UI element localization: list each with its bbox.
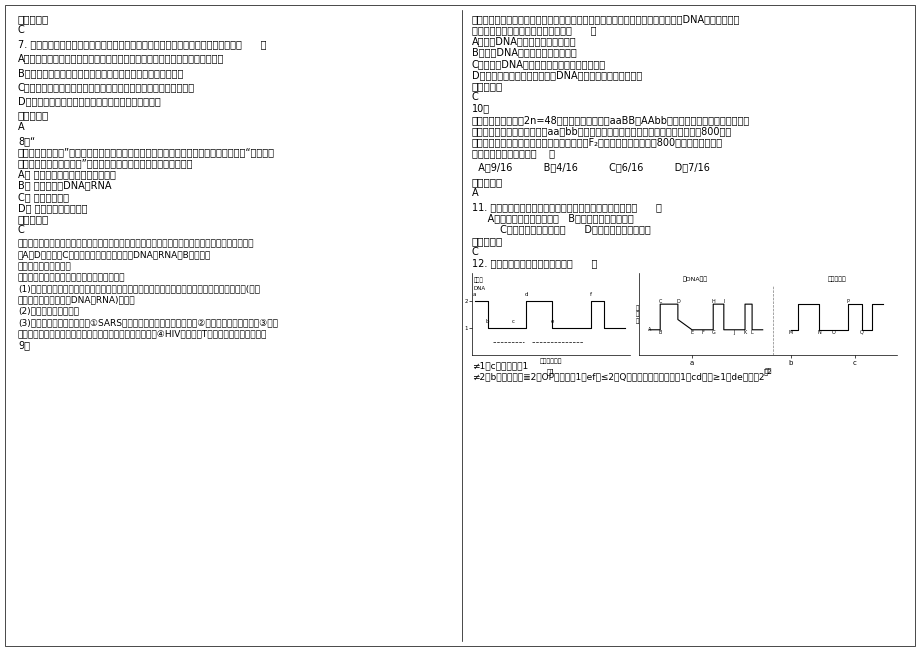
Text: H: H	[710, 299, 714, 304]
Text: E: E	[689, 330, 693, 335]
Text: P: P	[845, 299, 848, 304]
Text: K: K	[743, 330, 746, 335]
Text: 河南蕾虫叮和事件”的元凶或被锁定为一种新型的布尼亚病毒，卫生部正在组织专家制订“人感染新: 河南蕾虫叮和事件”的元凶或被锁定为一种新型的布尼亚病毒，卫生部正在组织专家制订“…	[18, 147, 275, 157]
Text: C、大豆种子蛋白质含量多，是进行蛋白质鉴定的理想植物组织材料: C、大豆种子蛋白质含量多，是进行蛋白质鉴定的理想植物组织材料	[18, 82, 195, 92]
X-axis label: 细胞分裂时期: 细胞分裂时期	[539, 358, 562, 364]
Text: c: c	[511, 319, 515, 324]
Text: 参考答案：: 参考答案：	[18, 214, 50, 224]
Text: a: a	[472, 292, 476, 297]
Text: 参考答案：: 参考答案：	[471, 177, 503, 187]
Text: 染色体: 染色体	[472, 277, 482, 283]
Text: (1)病毒不具有细胞结构，没有细胞壁、细胞膜、细胞质、细胞核等结构，主要由蛋白质和核酸(每种: (1)病毒不具有细胞结构，没有细胞壁、细胞膜、细胞质、细胞核等结构，主要由蛋白质…	[18, 284, 260, 294]
Text: 参考答案：: 参考答案：	[18, 14, 50, 24]
Text: 型布尼亚病毒病诊疗方案”，下列有关布尼亚病毒的说法，正确的是: 型布尼亚病毒病诊疗方案”，下列有关布尼亚病毒的说法，正确的是	[18, 158, 193, 168]
Text: A．具有合成蛋白质的能力   B．具有合成脂肪的能力: A．具有合成蛋白质的能力 B．具有合成脂肪的能力	[471, 214, 633, 223]
Text: J: J	[732, 330, 734, 335]
Text: 11. 植物细胞壁的形成与高尔基体有关，这说明了高尔基体（      ）: 11. 植物细胞壁的形成与高尔基体有关，这说明了高尔基体（ ）	[471, 202, 661, 212]
X-axis label: 时期: 时期	[764, 368, 771, 374]
Text: C、 为非细胞生物: C、 为非细胞生物	[18, 192, 69, 202]
Text: 10．: 10．	[471, 104, 490, 114]
Text: 7. 在生物组织的可溶性还原糖、脂肪、蛋白质的鉴定实验中，对材料选择错误的是（      ）: 7. 在生物组织的可溶性还原糖、脂肪、蛋白质的鉴定实验中，对材料选择错误的是（ …	[18, 40, 267, 49]
Text: (2)常见病毒的遗传物质: (2)常见病毒的遗传物质	[18, 307, 79, 316]
Text: ≠2中b为有丝分裂≣2中OP段位于图1中ef段≤2中Q点后所对应的时期在图1中cd段上≥1中de段与图2: ≠2中b为有丝分裂≣2中OP段位于图1中ef段≤2中Q点后所对应的时期在图1中c…	[471, 372, 764, 381]
Text: 故A、D项错误，C项正确；病毒的遗传物质为DNA或RNA，B项错误。: 故A、D项错误，C项正确；病毒的遗传物质为DNA或RNA，B项错误。	[18, 251, 211, 260]
Text: 12. 下列有关曲线分析正确的几项（      ）: 12. 下列有关曲线分析正确的几项（ ）	[471, 258, 596, 268]
Text: 灰质病毒破坏脊髓灰质前角的运动神经元，导致小儿麻痹；④HIV破坏人的T细胞，使人丧失免疫力。: 灰质病毒破坏脊髓灰质前角的运动神经元，导致小儿麻痹；④HIV破坏人的T细胞，使人…	[18, 329, 267, 339]
Text: (3)病毒破坏细胞类型举例：①SARS病毒破坏人的肺部等处的细胞；②乙胝病毒破坏肝细胞；③脊髓: (3)病毒破坏细胞类型举例：①SARS病毒破坏人的肺部等处的细胞；②乙胝病毒破坏…	[18, 318, 278, 327]
Text: M: M	[788, 330, 792, 335]
Text: B: B	[658, 330, 661, 335]
Text: 图1: 图1	[546, 368, 555, 375]
Text: 参考答案：: 参考答案：	[471, 236, 503, 246]
Text: A、重组DNA片段，研究其表型效应: A、重组DNA片段，研究其表型效应	[471, 36, 576, 46]
Text: 病毒为非细胞生物，没有细胞结构，即没有成形的细胞核和核糖体，也没有细胞壁和细胞膜等结构，: 病毒为非细胞生物，没有细胞结构，即没有成形的细胞核和核糖体，也没有细胞壁和细胞膜…	[18, 240, 255, 249]
Text: 参考答案：: 参考答案：	[471, 81, 503, 91]
Text: A、 没有成形的细胞核，但有核糖体: A、 没有成形的细胞核，但有核糖体	[18, 169, 116, 180]
Text: C: C	[18, 25, 25, 35]
Text: f: f	[589, 292, 592, 297]
Text: d: d	[524, 292, 528, 297]
Text: G: G	[710, 330, 714, 335]
Y-axis label: 相
对
量: 相 对 量	[635, 305, 639, 324]
Text: A: A	[18, 122, 25, 132]
Text: 斯时都不能生长。两个烟草品种的杂交产生的F₂代中，在光照强度大于800勒克斯时能够生长: 斯时都不能生长。两个烟草品种的杂交产生的F₂代中，在光照强度大于800勒克斯时能…	[471, 137, 722, 147]
Text: A．9/16          B．4/16          C．6/16          D．7/16: A．9/16 B．4/16 C．6/16 D．7/16	[471, 163, 709, 173]
Text: 这两个实验在设计思路上的共同点是（      ）: 这两个实验在设计思路上的共同点是（ ）	[471, 25, 596, 35]
Text: 色体上，由于隐性纯合基因（aa或bb）作用的结果，这两个烟草品种在光照强度大于800勒克: 色体上，由于隐性纯合基因（aa或bb）作用的结果，这两个烟草品种在光照强度大于8…	[471, 126, 732, 136]
Text: I: I	[722, 299, 724, 304]
Text: 的个体，占全部子代的（    ）: 的个体，占全部子代的（ ）	[471, 148, 554, 158]
Text: D: D	[675, 299, 679, 304]
Text: C、设法把DNA与蛋白质分开，研究各自的效应: C、设法把DNA与蛋白质分开，研究各自的效应	[471, 59, 606, 69]
Text: B、诱发DNA突变，研究其表型效应: B、诱发DNA突变，研究其表型效应	[471, 48, 576, 57]
Text: ≠1中c对应的值是1: ≠1中c对应的值是1	[471, 361, 528, 370]
Text: N: N	[816, 330, 821, 335]
Text: C: C	[658, 299, 661, 304]
Text: 相DNA含量: 相DNA含量	[682, 277, 708, 282]
Text: e: e	[550, 319, 553, 324]
Text: 9．: 9．	[18, 340, 30, 350]
Text: DNA: DNA	[472, 286, 485, 291]
Text: C: C	[471, 92, 478, 102]
Text: 病毒的核酸只有一种，DNA或RNA)构成。: 病毒的核酸只有一种，DNA或RNA)构成。	[18, 296, 135, 305]
Text: D、鸡蛋清含蛋白质多，是进行蛋白质鉴定的动物材料: D、鸡蛋清含蛋白质多，是进行蛋白质鉴定的动物材料	[18, 96, 161, 106]
Text: C．具有合成多糖的能力      D．具有合成核酸的能力: C．具有合成多糖的能力 D．具有合成核酸的能力	[471, 225, 650, 234]
Text: 染色体数目: 染色体数目	[827, 277, 845, 282]
Text: C: C	[18, 225, 25, 236]
Text: 图2: 图2	[763, 368, 771, 375]
Text: Q: Q	[859, 330, 863, 335]
Text: 【考点定位】走近细胞: 【考点定位】走近细胞	[18, 262, 72, 271]
Text: 【名师点睛】从物质、结构、生活再认识病毒: 【名师点睛】从物质、结构、生活再认识病毒	[18, 273, 125, 282]
Text: A: A	[471, 188, 478, 198]
Text: B、花生种子含脂肪多且子叶肥厚，是用于脂肪鉴定的理想材料: B、花生种子含脂肪多且子叶肥厚，是用于脂肪鉴定的理想材料	[18, 68, 183, 78]
Text: 8．“: 8．“	[18, 136, 35, 146]
Text: 现有两个烟草品种（2n=48），其基因型分别是aaBB、AAbb，两对基因分别位于两对同源染: 现有两个烟草品种（2n=48），其基因型分别是aaBB、AAbb，两对基因分别位…	[471, 115, 749, 125]
Text: 参考答案：: 参考答案：	[18, 111, 50, 120]
Text: C: C	[471, 247, 478, 257]
Text: F: F	[700, 330, 703, 335]
Text: A: A	[647, 327, 651, 332]
Text: O: O	[831, 330, 834, 335]
Text: A、甘蔗茎的薄壁组织，甜菜的块根含较多糖且近于白色，可用于鉴定还原性糖: A、甘蔗茎的薄壁组织，甜菜的块根含较多糖且近于白色，可用于鉴定还原性糖	[18, 53, 224, 64]
Text: B、 遗传物质为DNA和RNA: B、 遗传物质为DNA和RNA	[18, 180, 111, 191]
Text: 艾弗里等人的肺炎双球菌转化实验和赫尔希与蔡斯的噌菌体侵染细菌实验都证明了DNA是遗传物质，: 艾弗里等人的肺炎双球菌转化实验和赫尔希与蔡斯的噌菌体侵染细菌实验都证明了DNA是…	[471, 14, 740, 24]
Text: D、 无细胞壁，有细胞膜: D、 无细胞壁，有细胞膜	[18, 203, 87, 213]
Text: L: L	[750, 330, 753, 335]
Text: D、应用同位素示踪技术，研究DNA在亲代与子代之间的传递: D、应用同位素示踪技术，研究DNA在亲代与子代之间的传递	[471, 70, 641, 80]
Text: b: b	[485, 319, 489, 324]
